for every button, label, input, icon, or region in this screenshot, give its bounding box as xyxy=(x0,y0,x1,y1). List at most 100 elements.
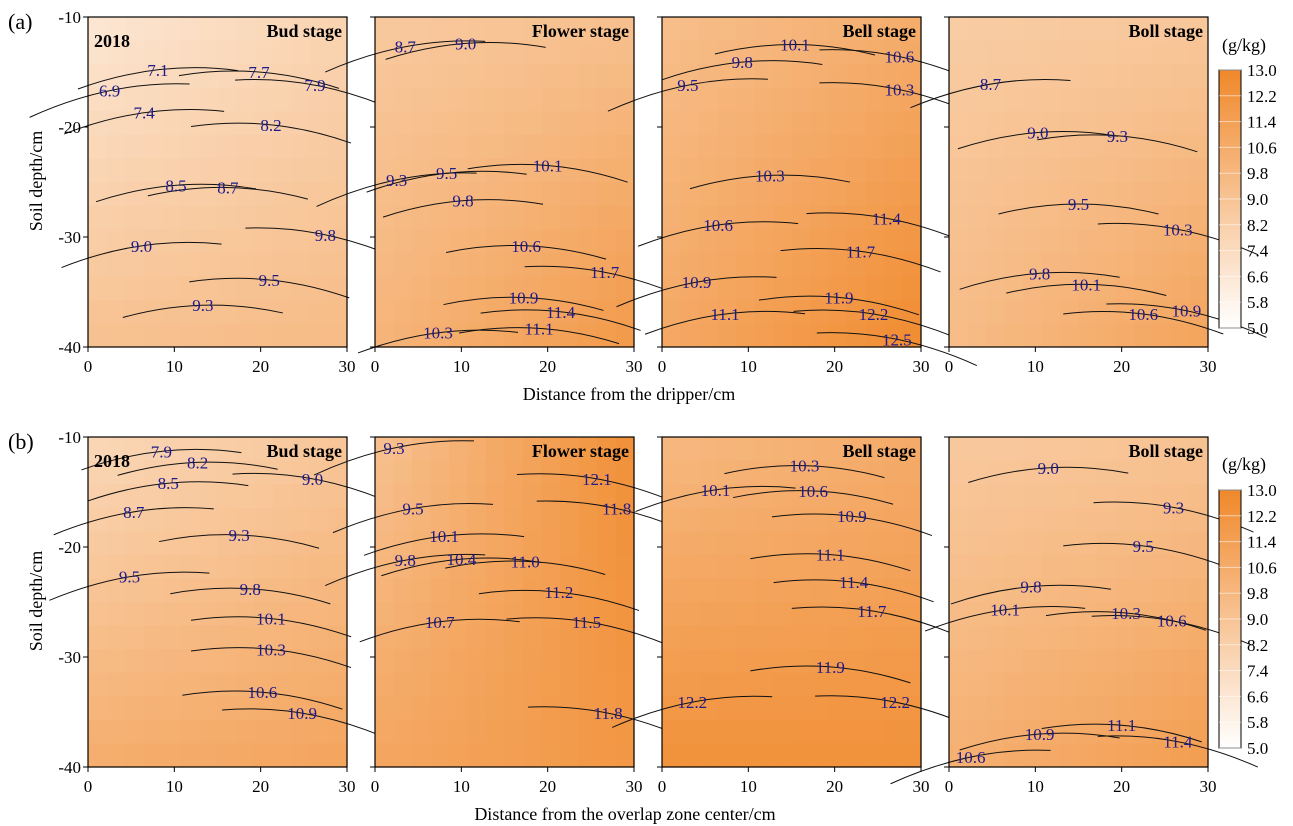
field-cell xyxy=(254,111,274,136)
field-cell xyxy=(662,649,682,674)
field-cell xyxy=(680,484,700,509)
x-tick-label: 10 xyxy=(453,357,470,376)
field-cell xyxy=(1041,323,1061,348)
field-cell xyxy=(1004,40,1024,65)
x-tick-label: 20 xyxy=(826,777,843,796)
field-cell xyxy=(1115,672,1135,697)
field-cell xyxy=(1189,460,1209,485)
field-cell xyxy=(810,649,830,674)
field-cell xyxy=(467,205,487,230)
field-cell xyxy=(949,484,969,509)
field-cell xyxy=(504,460,524,485)
field-cell xyxy=(986,40,1006,65)
field-cell xyxy=(106,182,126,207)
field-cell xyxy=(1152,437,1172,462)
field-cell xyxy=(88,696,108,721)
field-cell xyxy=(1152,64,1172,89)
colorbar-a: (g/kg) 13.012.211.410.69.89.08.27.46.65.… xyxy=(1218,35,1277,338)
contour-label: 10.3 xyxy=(755,166,785,185)
field-cell xyxy=(597,743,617,768)
year-label: 2018 xyxy=(94,31,130,51)
field-cell xyxy=(504,484,524,509)
field-cell xyxy=(310,323,330,348)
colorbar-tick-label: 7.4 xyxy=(1247,662,1269,681)
field-cell xyxy=(523,484,543,509)
field-cell xyxy=(273,484,293,509)
field-cell xyxy=(680,158,700,183)
field-cell xyxy=(986,229,1006,254)
field-cell xyxy=(1004,743,1024,768)
field-cell xyxy=(1097,229,1117,254)
field-cell xyxy=(597,64,617,89)
field-cell xyxy=(736,111,756,136)
field-cell xyxy=(1097,252,1117,277)
field-cell xyxy=(597,229,617,254)
field-cell xyxy=(254,719,274,745)
field-cell xyxy=(902,299,922,325)
field-cell xyxy=(986,578,1006,603)
field-cell xyxy=(106,111,126,136)
field-cell xyxy=(273,531,293,556)
field-cell xyxy=(273,625,293,650)
field-cell xyxy=(162,252,182,277)
field-cell xyxy=(328,460,348,485)
contour-line xyxy=(793,309,954,338)
field-cell xyxy=(1041,87,1061,112)
field-cell xyxy=(597,602,617,627)
field-cell xyxy=(449,323,469,348)
field-cell xyxy=(88,134,108,160)
field-cell xyxy=(328,276,348,301)
field-cell xyxy=(291,460,311,485)
field-cell xyxy=(375,158,395,183)
field-cell xyxy=(717,437,737,462)
field-cell xyxy=(736,229,756,254)
colorbar-tick-label: 10.6 xyxy=(1247,558,1277,577)
field-cell xyxy=(393,437,413,462)
field-cell xyxy=(412,40,432,65)
field-cell xyxy=(578,252,598,277)
contour-label: 9.0 xyxy=(455,34,476,53)
field-cell xyxy=(1097,40,1117,65)
field-cell xyxy=(393,299,413,325)
field-cell xyxy=(828,719,848,745)
field-cell xyxy=(615,276,635,301)
field-cell xyxy=(1115,507,1135,532)
field-cell xyxy=(791,134,811,160)
field-cell xyxy=(162,484,182,509)
field-cell xyxy=(699,578,719,603)
field-cell xyxy=(754,134,774,160)
field-cell xyxy=(273,437,293,462)
field-cell xyxy=(504,111,524,136)
field-cell xyxy=(523,205,543,230)
field-cell xyxy=(949,696,969,721)
field-cell xyxy=(560,625,580,650)
field-cell xyxy=(902,229,922,254)
field-cell xyxy=(884,158,904,183)
field-cell xyxy=(1171,87,1191,112)
field-cell xyxy=(430,719,450,745)
field-cell xyxy=(662,625,682,650)
field-cell xyxy=(143,437,163,462)
field-cell xyxy=(578,276,598,301)
field-cell xyxy=(310,17,330,42)
field-cell xyxy=(699,134,719,160)
field-cell xyxy=(615,625,635,650)
contour-line xyxy=(61,241,222,268)
field-cell xyxy=(967,182,987,207)
field-cell xyxy=(291,17,311,42)
field-cell xyxy=(236,602,256,627)
field-cell xyxy=(523,134,543,160)
colorbar-tick-label: 6.6 xyxy=(1247,267,1268,286)
field-cell xyxy=(699,299,719,325)
contour-label: 11.0 xyxy=(511,552,540,571)
field-cell xyxy=(199,719,219,745)
field-cell xyxy=(273,205,293,230)
field-cell xyxy=(986,111,1006,136)
field-cell xyxy=(1171,276,1191,301)
field-cell xyxy=(1041,182,1061,207)
panels-layer: 6.97.1 7.77.97.48.28.5 8.79.09.89.39.5Bud … xyxy=(29,8,1267,796)
field-cell xyxy=(273,696,293,721)
x-axis-label-a: Distance from the dripper/cm xyxy=(523,384,735,404)
field-cell xyxy=(1097,484,1117,509)
field-cell xyxy=(1097,276,1117,301)
